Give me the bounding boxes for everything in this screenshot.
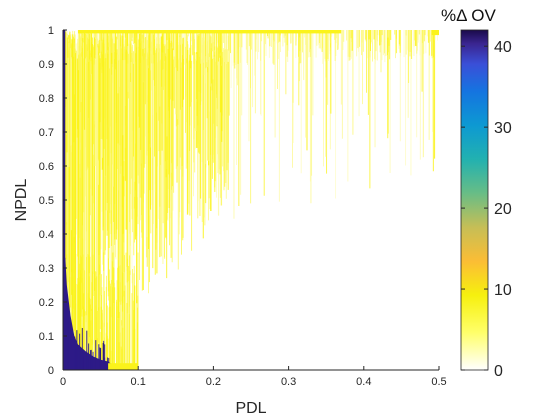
y-tick-label: 1 [48, 25, 54, 37]
colorbar-tick-label: 40 [494, 39, 512, 56]
x-axis-label: PDL [235, 400, 266, 417]
y-tick-label: 0.1 [39, 331, 54, 343]
y-tick-label: 0.7 [39, 127, 54, 139]
y-tick-label: 0.8 [39, 93, 54, 105]
y-tick-label: 0 [48, 365, 54, 377]
y-ticks: 0 0.1 0.2 0.3 0.4 0.5 0.6 0.7 0.8 0.9 1 [39, 25, 67, 377]
colorbar-gradient [460, 29, 489, 371]
y-tick-label: 0.3 [39, 263, 54, 275]
plot-area [63, 30, 439, 370]
x-tick-label: 0.1 [131, 376, 146, 388]
x-tick-label: 0.5 [431, 376, 446, 388]
colorbar-title: %Δ OV [441, 6, 496, 25]
y-tick-label: 0.4 [39, 229, 54, 241]
colorbar-tick-label: 10 [494, 282, 512, 299]
axes: 0 0.1 0.2 0.3 0.4 0.5 00.10.20.30.40.50.60.70… [13, 25, 447, 417]
x-tick-label: 0.4 [356, 376, 371, 388]
y-axis-label: NPDL [13, 179, 30, 222]
colorbar-tick-label: 20 [494, 201, 512, 218]
y-tick-label: 0.9 [39, 59, 54, 71]
x-tick-label: 0.2 [206, 376, 221, 388]
colorbar: %Δ OV 0 10 20 30 40 [441, 6, 512, 380]
colorbar-tick-label: 0 [494, 363, 503, 380]
y-tick-label: 0.2 [39, 297, 54, 309]
x-tick-label: 0 [60, 376, 66, 388]
colorbar-tick-label: 30 [494, 120, 512, 137]
x-tick-label: 0.3 [281, 376, 296, 388]
top-band-right [431, 30, 439, 36]
y-tick-label: 0.6 [39, 161, 54, 173]
x-ticks: 0 0.1 0.2 0.3 0.4 0.5 [60, 366, 447, 388]
region-bottom-strip [108, 363, 139, 370]
top-band [78, 30, 342, 34]
colorbar-ticks: 0 10 20 30 40 [461, 39, 512, 380]
y-tick-label: 0.5 [39, 195, 54, 207]
